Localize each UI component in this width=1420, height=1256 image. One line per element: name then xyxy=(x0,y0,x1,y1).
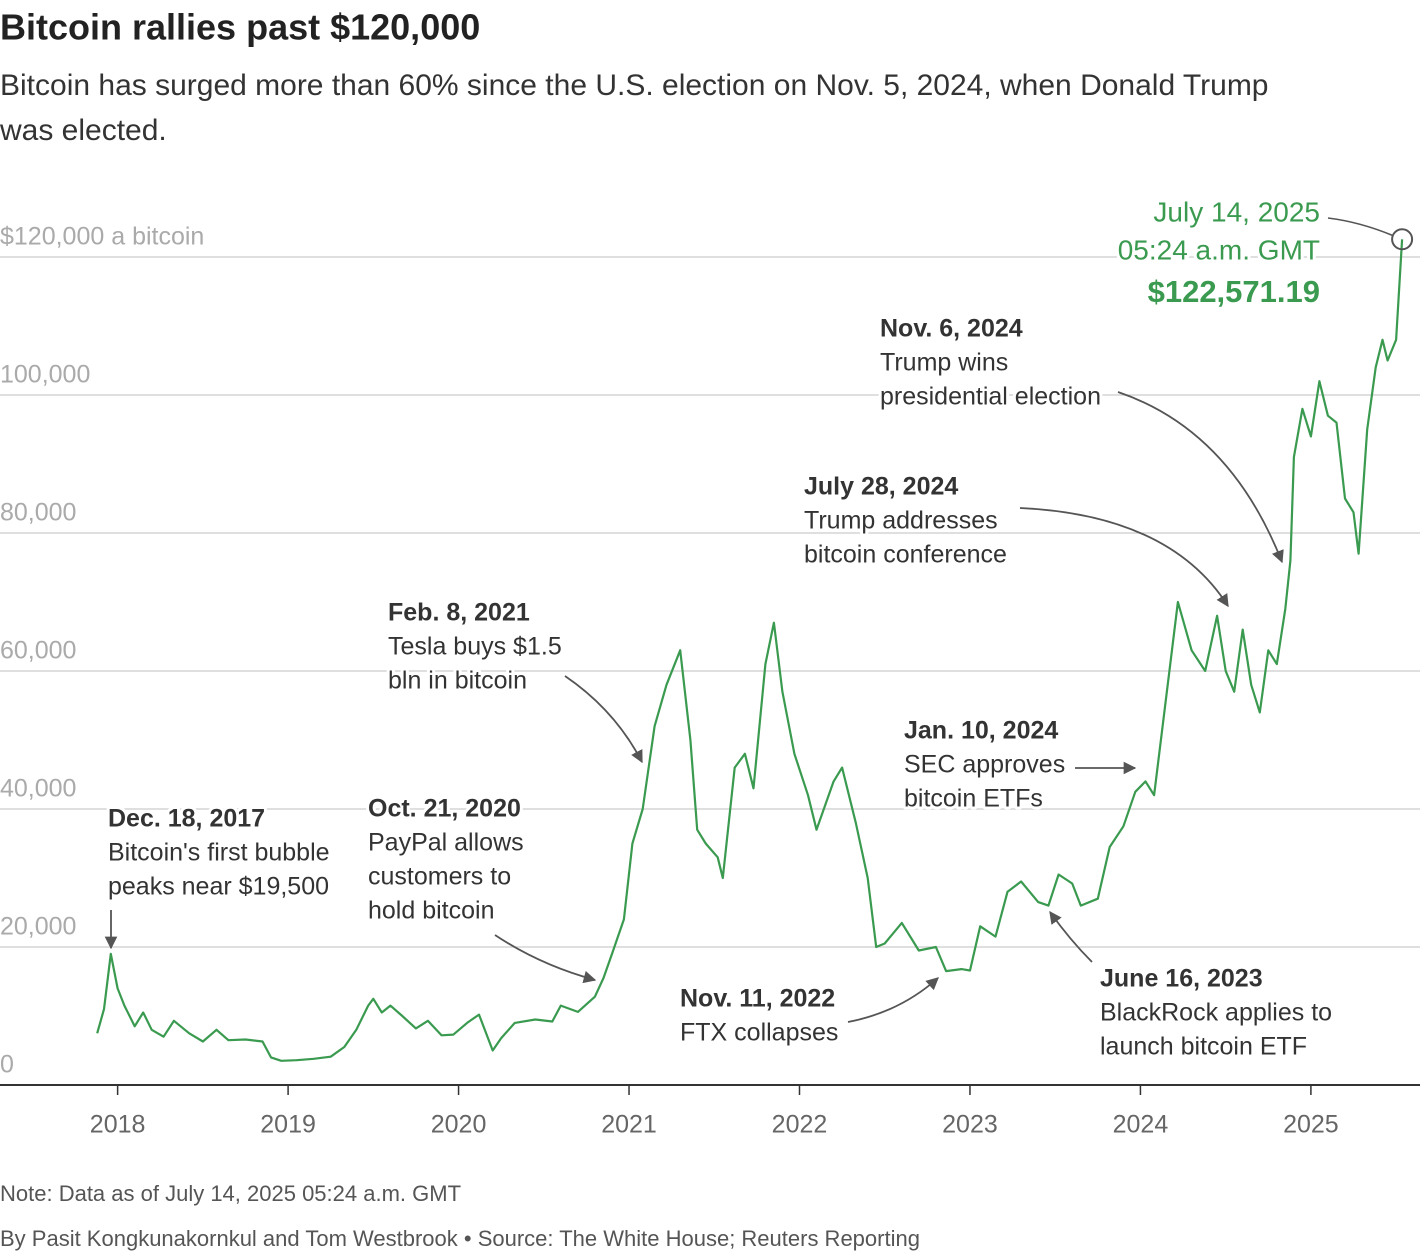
highlight-leader xyxy=(1327,217,1393,236)
annotation-text: BlackRock applies to xyxy=(1100,999,1332,1027)
annotation-arrow xyxy=(564,675,643,764)
x-tick-label: 2024 xyxy=(1113,1111,1169,1139)
x-tick-label: 2019 xyxy=(260,1111,316,1139)
annotation-text: Trump addresses xyxy=(804,507,998,535)
annotation-text: launch bitcoin ETF xyxy=(1100,1033,1307,1061)
x-tick-label: 2025 xyxy=(1283,1111,1339,1139)
annotation-arrow xyxy=(1117,391,1284,564)
annotation-arrow xyxy=(1049,910,1093,963)
annotation-arrow xyxy=(494,934,597,984)
y-tick-label: 0 xyxy=(0,1051,14,1079)
annotation-arrow xyxy=(1019,507,1229,608)
annotation-text: bitcoin ETFs xyxy=(904,785,1043,813)
x-tick-label: 2020 xyxy=(431,1111,487,1139)
chart-subtitle: Bitcoin has surged more than 60% since t… xyxy=(0,69,1269,102)
annotation-date: Feb. 8, 2021 xyxy=(388,599,530,627)
annotation-text: presidential election xyxy=(880,383,1101,411)
highlight-value: $122,571.19 xyxy=(1148,274,1320,309)
annotation-text: customers to xyxy=(368,863,511,891)
highlight-label: July 14, 2025 xyxy=(1153,196,1320,227)
annotation-date: Dec. 18, 2017 xyxy=(108,805,265,833)
y-tick-label: 80,000 xyxy=(0,499,76,527)
annotation-date: July 28, 2024 xyxy=(804,473,958,501)
price-line xyxy=(96,239,1404,1062)
x-tick-label: 2018 xyxy=(90,1111,146,1139)
annotation-date: Oct. 21, 2020 xyxy=(368,795,521,823)
highlight-marker xyxy=(1391,228,1414,251)
annotation-date: Jan. 10, 2024 xyxy=(904,717,1058,745)
x-tick-label: 2022 xyxy=(772,1111,828,1139)
annotation-text: FTX collapses xyxy=(680,1019,838,1047)
note: Note: Data as of July 14, 2025 05:24 a.m… xyxy=(0,1181,461,1206)
annotation-text: Trump wins xyxy=(880,349,1008,377)
annotation-text: Tesla buys $1.5 xyxy=(388,633,562,661)
annotation-text: SEC approves xyxy=(904,751,1065,779)
annotation-arrow xyxy=(847,977,939,1023)
source: By Pasit Kongkunakornkul and Tom Westbro… xyxy=(0,1226,920,1251)
y-tick-label: 100,000 xyxy=(0,361,90,389)
y-tick-label: $120,000 a bitcoin xyxy=(0,223,204,251)
x-tick-label: 2021 xyxy=(601,1111,657,1139)
y-tick-label: 60,000 xyxy=(0,637,76,665)
x-tick-label: 2023 xyxy=(942,1111,998,1139)
y-tick-label: 20,000 xyxy=(0,913,76,941)
annotation-text: hold bitcoin xyxy=(368,897,494,925)
y-tick-label: 40,000 xyxy=(0,775,76,803)
annotation-text: Bitcoin's first bubble xyxy=(108,839,330,867)
annotation-text: PayPal allows xyxy=(368,829,524,857)
annotation-date: Nov. 6, 2024 xyxy=(880,315,1023,343)
annotation-date: June 16, 2023 xyxy=(1100,965,1263,993)
chart-subtitle: was elected. xyxy=(0,114,167,147)
annotation-date: Nov. 11, 2022 xyxy=(680,985,835,1013)
highlight-label: 05:24 a.m. GMT xyxy=(1118,234,1320,265)
annotation-text: bitcoin conference xyxy=(804,541,1007,569)
annotation-text: bln in bitcoin xyxy=(388,667,527,695)
chart-title: Bitcoin rallies past $120,000 xyxy=(0,7,480,48)
annotation-text: peaks near $19,500 xyxy=(108,873,329,901)
